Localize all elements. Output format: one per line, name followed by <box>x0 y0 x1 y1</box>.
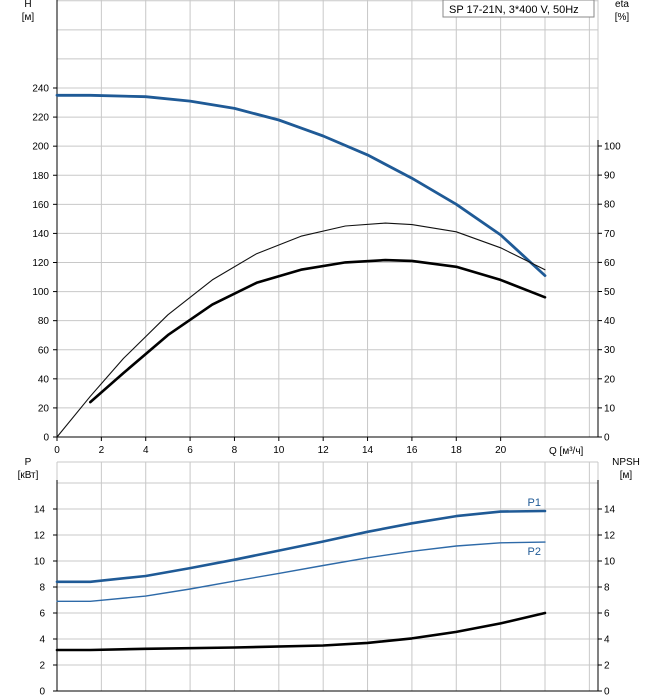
y2-tick-label: 10 <box>604 403 616 414</box>
y2-tick-label: 0 <box>604 687 610 698</box>
y-tick-label: 0 <box>43 433 49 444</box>
y-tick-label: 6 <box>39 609 45 620</box>
y-tick-label: 220 <box>32 113 49 124</box>
x-tick-label: 20 <box>495 445 507 456</box>
series-line-p2 <box>56 541 546 602</box>
y2-tick-label: 20 <box>604 374 616 385</box>
y2-tick-label: 90 <box>604 171 616 182</box>
x-tick-label: 18 <box>451 445 463 456</box>
y2-tick-label: 40 <box>604 316 616 327</box>
chart-title: SP 17-21N, 3*400 V, 50Hz <box>449 4 579 16</box>
y-axis-title: H <box>24 0 31 10</box>
y-tick-label: 4 <box>39 635 45 646</box>
series-label-p1: P1 <box>528 497 541 509</box>
x-tick-label: 2 <box>99 445 105 456</box>
x-tick-label: 6 <box>187 445 193 456</box>
y2-tick-label: 12 <box>604 531 616 542</box>
y-tick-label: 240 <box>32 84 49 95</box>
y-tick-label: 2 <box>39 661 45 672</box>
x-axis-title: Q [м³/ч] <box>549 446 584 457</box>
x-tick-label: 0 <box>54 445 60 456</box>
series-line-p1 <box>55 509 547 584</box>
y2-tick-label: 50 <box>604 287 616 298</box>
series-line-npsh <box>55 611 547 652</box>
y-tick-label: 12 <box>34 531 46 542</box>
y2-axis-unit: [м] <box>620 470 633 481</box>
y-axis-title: P <box>25 457 32 468</box>
y2-axis-title: eta <box>615 0 629 10</box>
series-line-head <box>55 93 547 278</box>
title-box <box>442 0 595 18</box>
y2-tick-label: 30 <box>604 345 616 356</box>
y-tick-label: 80 <box>38 316 50 327</box>
y2-tick-label: 4 <box>604 635 610 646</box>
x-tick-label: 4 <box>143 445 149 456</box>
y2-axis-unit: [%] <box>615 12 630 23</box>
x-tick-label: 12 <box>318 445 330 456</box>
x-tick-label: 10 <box>273 445 285 456</box>
y2-tick-label: 80 <box>604 200 616 211</box>
y-tick-label: 120 <box>32 258 49 269</box>
y-tick-label: 14 <box>34 505 46 516</box>
x-tick-label: 16 <box>406 445 418 456</box>
y2-tick-label: 0 <box>604 433 610 444</box>
series-label-p2: P2 <box>528 546 541 558</box>
y-tick-label: 160 <box>32 200 49 211</box>
y2-tick-label: 100 <box>604 142 621 153</box>
series-line-eta_thick <box>89 258 547 404</box>
y-tick-label: 20 <box>38 403 50 414</box>
y-axis-unit: [м] <box>22 12 35 23</box>
y2-tick-label: 14 <box>604 505 616 516</box>
y2-tick-label: 2 <box>604 661 610 672</box>
y-tick-label: 180 <box>32 171 49 182</box>
y-tick-label: 8 <box>39 583 45 594</box>
y2-tick-label: 10 <box>604 557 616 568</box>
y2-tick-label: 8 <box>604 583 610 594</box>
y2-tick-label: 60 <box>604 258 616 269</box>
series-line-eta_thin <box>56 222 546 438</box>
y-tick-label: 0 <box>39 687 45 698</box>
y2-tick-label: 70 <box>604 229 616 240</box>
y-tick-label: 140 <box>32 229 49 240</box>
y2-tick-label: 6 <box>604 609 610 620</box>
y2-axis-title: NPSH <box>612 457 640 468</box>
x-tick-label: 8 <box>232 445 238 456</box>
y-tick-label: 60 <box>38 345 50 356</box>
x-tick-label: 14 <box>362 445 374 456</box>
y-tick-label: 200 <box>32 142 49 153</box>
y-tick-label: 40 <box>38 374 50 385</box>
y-axis-unit: [кВт] <box>18 470 39 481</box>
y-tick-label: 100 <box>32 287 49 298</box>
y-tick-label: 10 <box>34 557 46 568</box>
